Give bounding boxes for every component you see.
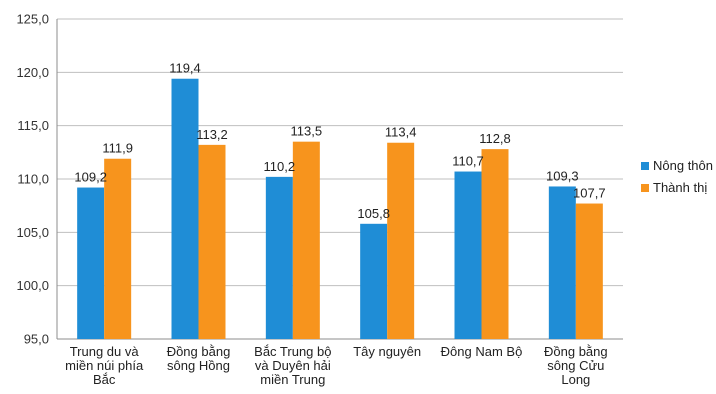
bar-nong-thon — [454, 171, 482, 339]
data-label: 113,4 — [385, 125, 417, 140]
legend-swatch — [641, 184, 649, 192]
y-tick-label: 95,0 — [24, 332, 49, 347]
y-tick-label: 125,0 — [16, 12, 49, 27]
bar-thanh-thi — [198, 144, 226, 339]
legend: Nông thôn Thành thị — [641, 158, 713, 195]
bar-nong-thon — [171, 78, 199, 339]
x-tick-label: Đông Nam Bộ — [441, 344, 523, 359]
bars — [77, 78, 603, 339]
x-tick-label: Bắc — [93, 372, 116, 387]
bar-thanh-thi — [292, 141, 320, 339]
data-label: 113,2 — [196, 127, 228, 142]
x-tick-label: Bắc Trung bộ — [254, 344, 331, 359]
data-label: 119,4 — [169, 61, 201, 76]
x-tick-label: miền Trung — [260, 372, 325, 387]
y-tick-label: 120,0 — [16, 65, 49, 80]
data-label: 112,8 — [479, 131, 511, 146]
legend-label: Nông thôn — [653, 158, 713, 173]
bar-thanh-thi — [104, 158, 132, 339]
data-label: 111,9 — [102, 141, 133, 156]
x-tick-label: Đồng bằng — [544, 344, 608, 359]
x-tick-label: và Duyên hải — [255, 358, 331, 373]
bar-thanh-thi — [387, 142, 415, 339]
data-labels: 109,2 119,4 110,2 105,8 110,7 109,3 111,9 113,2… — [74, 61, 605, 221]
x-tick-label: miền núi phía — [65, 358, 144, 373]
x-tick-label: sông Hồng — [167, 358, 230, 373]
bar-thanh-thi — [481, 149, 509, 339]
legend-label: Thành thị — [653, 180, 707, 195]
x-tick-label: Đồng bằng — [167, 344, 231, 359]
bar-nong-thon — [77, 187, 105, 339]
y-tick-label: 115,0 — [17, 118, 49, 133]
x-tick-label: Tây nguyên — [353, 344, 421, 359]
x-tick-label: Long — [561, 372, 590, 387]
data-label: 110,2 — [264, 159, 296, 174]
bar-nong-thon — [360, 223, 388, 339]
bar-nong-thon — [265, 176, 293, 339]
y-axis: 95,0 100,0 105,0 110,0 115,0 120,0 125,0 — [16, 12, 623, 347]
y-tick-label: 105,0 — [16, 225, 49, 240]
data-label: 113,5 — [291, 124, 323, 139]
bar-nong-thon — [548, 186, 576, 339]
x-tick-label: Trung du và — [70, 344, 140, 359]
legend-swatch — [641, 162, 649, 170]
data-label: 107,7 — [573, 186, 606, 201]
gridlines — [57, 18, 623, 287]
data-label: 110,7 — [452, 154, 484, 169]
bar-thanh-thi — [575, 203, 603, 339]
data-label: 105,8 — [357, 206, 390, 221]
y-tick-label: 110,0 — [17, 172, 49, 187]
y-tick-label: 100,0 — [16, 278, 49, 293]
data-label: 109,3 — [546, 168, 579, 183]
data-label: 109,2 — [74, 170, 107, 185]
x-tick-label: sông Cửu — [547, 358, 604, 373]
